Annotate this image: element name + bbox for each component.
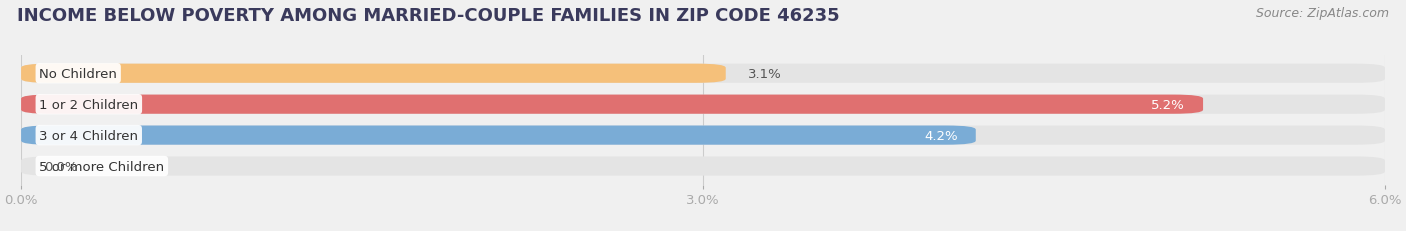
FancyBboxPatch shape <box>21 64 1385 83</box>
Text: 5.2%: 5.2% <box>1152 98 1185 111</box>
Text: 4.2%: 4.2% <box>924 129 957 142</box>
Text: INCOME BELOW POVERTY AMONG MARRIED-COUPLE FAMILIES IN ZIP CODE 46235: INCOME BELOW POVERTY AMONG MARRIED-COUPL… <box>17 7 839 25</box>
FancyBboxPatch shape <box>21 126 976 145</box>
FancyBboxPatch shape <box>21 95 1204 114</box>
FancyBboxPatch shape <box>21 126 1385 145</box>
FancyBboxPatch shape <box>21 95 1385 114</box>
FancyBboxPatch shape <box>21 157 1385 176</box>
Text: No Children: No Children <box>39 67 117 80</box>
Text: 0.0%: 0.0% <box>44 160 77 173</box>
Text: 5 or more Children: 5 or more Children <box>39 160 165 173</box>
FancyBboxPatch shape <box>21 64 725 83</box>
Text: 1 or 2 Children: 1 or 2 Children <box>39 98 138 111</box>
Text: 3 or 4 Children: 3 or 4 Children <box>39 129 138 142</box>
Text: 3.1%: 3.1% <box>748 67 782 80</box>
Text: Source: ZipAtlas.com: Source: ZipAtlas.com <box>1256 7 1389 20</box>
